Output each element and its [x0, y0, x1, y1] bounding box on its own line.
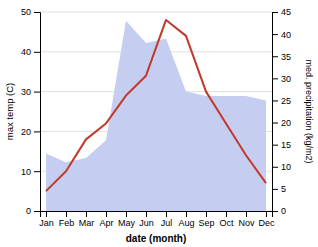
tick-label: Jul — [161, 218, 173, 228]
tick-label: 15 — [281, 140, 291, 150]
tick: Mar — [79, 211, 95, 228]
y2-axis: 0 5 10 15 20 25 30 35 40 45 — [272, 7, 291, 216]
tick: Oct — [219, 211, 234, 228]
tick-label: 10 — [281, 162, 291, 172]
tick-mark — [272, 123, 278, 124]
plot-area — [46, 20, 266, 211]
axis-line — [41, 212, 273, 218]
tick-label: Oct — [219, 218, 234, 228]
tick-mark — [272, 100, 278, 101]
tick-label: 40 — [281, 29, 291, 39]
tick: Aug — [178, 211, 194, 228]
tick-label: 40 — [21, 47, 31, 57]
x-axis-title: date (month) — [126, 233, 187, 244]
tick-mark — [34, 52, 40, 53]
tick-label: 20 — [21, 127, 31, 137]
tick: Apr — [99, 211, 113, 228]
tick: 45 — [272, 7, 291, 17]
tick-label: Nov — [238, 218, 255, 228]
tick-label: Aug — [178, 218, 194, 228]
tick-label: 0 — [281, 206, 286, 216]
tick-mark — [106, 211, 107, 217]
tick-label: Feb — [59, 218, 75, 228]
tick-label: 45 — [281, 7, 291, 17]
tick: Sep — [198, 211, 214, 228]
y-axis-title: max temp (C) — [4, 83, 15, 141]
tick-label: Sep — [198, 218, 214, 228]
tick: Jan — [39, 211, 54, 228]
tick-mark — [34, 92, 40, 93]
tick-label: May — [118, 218, 136, 228]
tick-mark — [86, 211, 87, 217]
tick-label: 35 — [281, 52, 291, 62]
tick-label: 10 — [21, 167, 31, 177]
tick-label: 0 — [26, 206, 31, 216]
tick-mark — [246, 211, 247, 217]
tick: 40 — [21, 47, 40, 57]
tick-mark — [272, 167, 278, 168]
tick: Nov — [238, 211, 255, 228]
tick-label: Jun — [139, 218, 154, 228]
tick-label: 30 — [21, 87, 31, 97]
tick: 0 — [26, 206, 40, 216]
tick: 30 — [21, 87, 40, 97]
tick-mark — [166, 211, 167, 217]
tick: 25 — [272, 96, 291, 106]
tick: 40 — [272, 29, 291, 39]
tick-mark — [272, 78, 278, 79]
tick-mark — [34, 171, 40, 172]
tick-label: Jan — [39, 218, 54, 228]
tick: 10 — [21, 167, 40, 177]
tick-label: 30 — [281, 74, 291, 84]
tick: 5 — [272, 184, 286, 194]
tick-mark — [272, 145, 278, 146]
axis-line — [34, 13, 41, 212]
axis-line — [273, 13, 279, 212]
tick-mark — [66, 211, 67, 217]
tick-mark — [272, 211, 278, 212]
tick-mark — [46, 211, 47, 217]
tick-label: Dec — [258, 218, 275, 228]
tick-mark — [272, 12, 278, 13]
tick-mark — [266, 211, 267, 217]
tick: 50 — [21, 7, 40, 17]
tick: 35 — [272, 52, 291, 62]
tick-label: 5 — [281, 184, 286, 194]
tick-mark — [126, 211, 127, 217]
tick-mark — [272, 34, 278, 35]
line — [46, 20, 266, 191]
tick-label: 25 — [281, 96, 291, 106]
y-axis: 0 10 20 30 40 50 — [21, 7, 41, 216]
tick-label: Mar — [79, 218, 95, 228]
tick: Dec — [258, 211, 275, 228]
tick-label: 20 — [281, 118, 291, 128]
area — [46, 21, 266, 211]
tick: Jun — [139, 211, 154, 228]
grid-line — [40, 12, 272, 13]
tick: 30 — [272, 74, 291, 84]
tick-label: 50 — [21, 7, 31, 17]
grid — [40, 12, 272, 211]
tick: 10 — [272, 162, 291, 172]
tick-mark — [34, 211, 40, 212]
tick-mark — [34, 131, 40, 132]
tick-mark — [206, 211, 207, 217]
tick: 0 — [272, 206, 286, 216]
tick-mark — [186, 211, 187, 217]
tick-mark — [34, 12, 40, 13]
tick: 15 — [272, 140, 291, 150]
tick-mark — [272, 189, 278, 190]
tick: Jul — [161, 211, 173, 228]
tick: Feb — [59, 211, 75, 228]
tick: 20 — [21, 127, 40, 137]
tick: 20 — [272, 118, 291, 128]
chart: Jan Feb Mar Apr MayJun Jul Aug Sep Oct NovDec 0 10 2… — [0, 0, 318, 247]
tick-mark — [226, 211, 227, 217]
tick-label: Apr — [99, 218, 113, 228]
y2-axis-title: med. precipitation (kg/m2) — [304, 59, 314, 163]
tick-mark — [146, 211, 147, 217]
tick: May — [118, 211, 136, 228]
x-axis: Jan Feb Mar Apr MayJun Jul Aug Sep Oct NovDec — [39, 211, 275, 228]
tick-mark — [272, 56, 278, 57]
